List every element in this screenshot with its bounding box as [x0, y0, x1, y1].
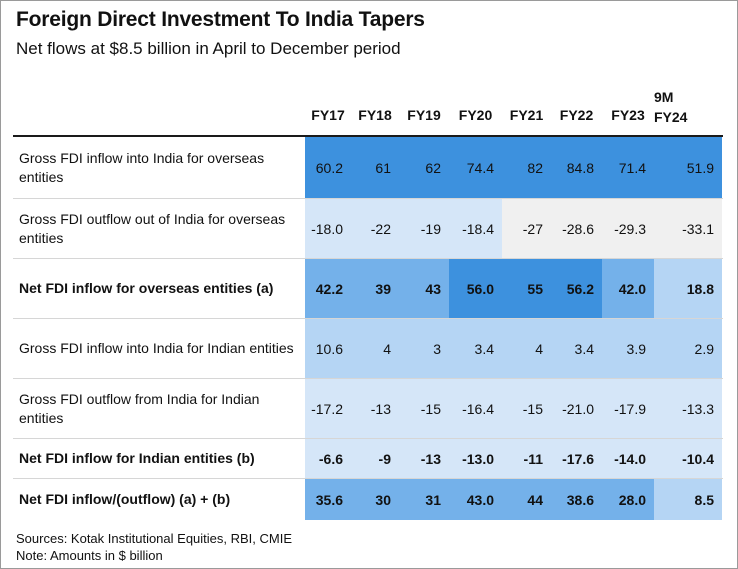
data-cell: 43: [399, 259, 449, 318]
data-cell: -9: [351, 439, 399, 478]
data-cell: 3: [399, 319, 449, 378]
row-label: Net FDI inflow for overseas entities (a): [19, 280, 274, 296]
data-cell: -18.0: [305, 199, 351, 258]
column-header-line: FY24: [654, 109, 688, 125]
row-label: Net FDI inflow/(outflow) (a) + (b): [19, 491, 231, 507]
data-cell: -27: [502, 199, 551, 258]
data-cell: 55: [502, 259, 551, 318]
column-header-fy23: FY23: [611, 107, 645, 123]
data-cell: 10.6: [305, 319, 351, 378]
data-cell: 82: [502, 137, 551, 198]
data-cell: -22: [351, 199, 399, 258]
data-cell: -15: [502, 379, 551, 438]
data-cell: -13: [399, 439, 449, 478]
column-header-fy20: FY20: [458, 107, 493, 123]
column-header-fy22: FY22: [559, 107, 594, 123]
data-cell: -17.6: [551, 439, 602, 478]
data-cell: -33.1: [654, 199, 722, 258]
data-cell: 38.6: [551, 479, 602, 520]
data-cell: -19: [399, 199, 449, 258]
data-cell: 18.8: [654, 259, 722, 318]
data-cell: 3.9: [602, 319, 654, 378]
data-cell: -13: [351, 379, 399, 438]
data-cell: 39: [351, 259, 399, 318]
data-cell: -17.9: [602, 379, 654, 438]
column-header-fy17: FY17: [311, 107, 345, 123]
chart-subtitle: Net flows at $8.5 billion in April to De…: [16, 39, 401, 58]
data-cell: -17.2: [305, 379, 351, 438]
data-cell: 56.0: [449, 259, 502, 318]
row-separator: [13, 478, 723, 479]
data-cell: -28.6: [551, 199, 602, 258]
data-cell: -11: [502, 439, 551, 478]
data-cell: -10.4: [654, 439, 722, 478]
data-cell: 84.8: [551, 137, 602, 198]
data-cell: 4: [351, 319, 399, 378]
data-cell: -16.4: [449, 379, 502, 438]
header-rule: [13, 135, 723, 137]
data-cell: 56.2: [551, 259, 602, 318]
data-cell: 74.4: [449, 137, 502, 198]
data-cell: 44: [502, 479, 551, 520]
row-label: Gross FDI inflow into India for Indian e…: [19, 340, 294, 356]
data-cell: 35.6: [305, 479, 351, 520]
data-cell: 8.5: [654, 479, 722, 520]
data-cell: -6.6: [305, 439, 351, 478]
data-cell: 3.4: [449, 319, 502, 378]
data-cell: 31: [399, 479, 449, 520]
column-header-line: 9M: [654, 89, 674, 105]
data-cell: -21.0: [551, 379, 602, 438]
data-cell: 2.9: [654, 319, 722, 378]
data-cell: 42.0: [602, 259, 654, 318]
data-cell: -29.3: [602, 199, 654, 258]
row-separator: [13, 198, 723, 199]
chart-title: Foreign Direct Investment To India Taper…: [16, 8, 425, 31]
data-cell: -13.0: [449, 439, 502, 478]
row-separator: [13, 378, 723, 379]
amounts-note: Note: Amounts in $ billion: [16, 548, 163, 563]
row-label: Net FDI inflow for Indian entities (b): [19, 450, 255, 466]
row-separator: [13, 438, 723, 439]
data-cell: 3.4: [551, 319, 602, 378]
data-cell: 30: [351, 479, 399, 520]
sources-note: Sources: Kotak Institutional Equities, R…: [16, 531, 293, 546]
data-cell: 43.0: [449, 479, 502, 520]
row-label: Gross FDI outflow out of India for overs…: [19, 210, 286, 246]
data-cell: 61: [351, 137, 399, 198]
data-cell: -14.0: [602, 439, 654, 478]
data-cell: 28.0: [602, 479, 654, 520]
data-cell: -15: [399, 379, 449, 438]
data-cell: 42.2: [305, 259, 351, 318]
data-cell: 60.2: [305, 137, 351, 198]
data-cell: -18.4: [449, 199, 502, 258]
data-cell: 4: [502, 319, 551, 378]
row-separator: [13, 318, 723, 319]
row-label: Gross FDI inflow into India for overseas…: [19, 149, 265, 185]
column-header-fy18: FY18: [358, 107, 392, 123]
row-separator: [13, 258, 723, 259]
column-header-fy19: FY19: [407, 107, 441, 123]
column-header-fy21: FY21: [509, 107, 544, 123]
data-cell: 71.4: [602, 137, 654, 198]
row-label: Gross FDI outflow from India for Indian …: [19, 390, 260, 426]
data-cell: 62: [399, 137, 449, 198]
column-header-9m-fy24: 9M FY24: [654, 87, 722, 127]
data-cell: -13.3: [654, 379, 722, 438]
data-cell: 51.9: [654, 137, 722, 198]
